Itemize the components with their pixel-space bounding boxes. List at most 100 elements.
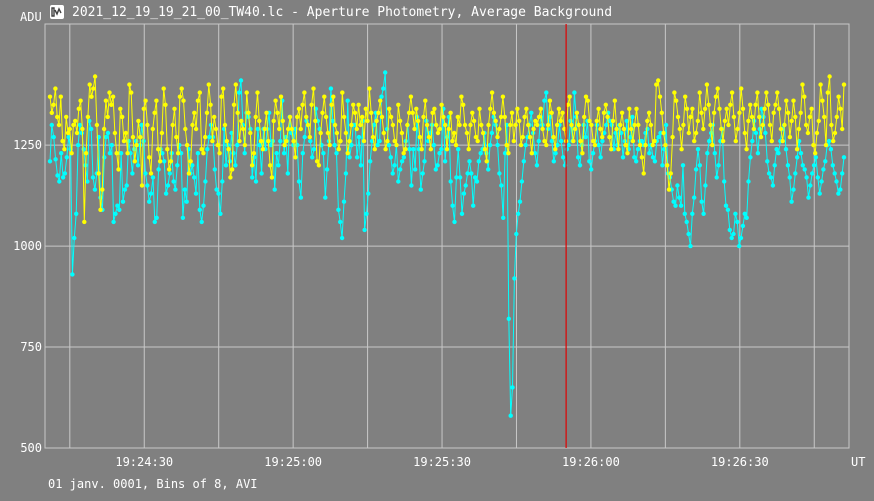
- data-point: [641, 171, 646, 176]
- data-point: [368, 159, 373, 164]
- data-point: [556, 106, 562, 112]
- data-point: [223, 163, 229, 168]
- data-point: [508, 413, 513, 418]
- data-point: [576, 122, 581, 128]
- data-point: [110, 94, 116, 99]
- data-point: [802, 94, 807, 99]
- data-point: [600, 134, 605, 140]
- data-point: [545, 122, 551, 128]
- data-point: [508, 122, 513, 128]
- data-point: [766, 102, 771, 108]
- data-point: [103, 98, 109, 103]
- data-point: [180, 215, 186, 220]
- data-point: [672, 90, 677, 95]
- data-point: [213, 126, 219, 132]
- data-point: [491, 110, 497, 116]
- data-point: [748, 155, 753, 160]
- data-point: [266, 138, 271, 144]
- x-tick-label: 19:25:30: [413, 455, 471, 469]
- data-point: [98, 207, 103, 212]
- data-point: [165, 183, 171, 188]
- window-title-bar: 2021_12_19_19_21_00_TW40.lc - Aperture P…: [50, 3, 612, 21]
- data-point: [798, 151, 804, 156]
- footer-info: 01 janv. 0001, Bins of 8, AVI: [48, 477, 258, 491]
- data-point: [64, 155, 70, 160]
- data-point: [816, 118, 821, 124]
- data-point: [729, 90, 735, 95]
- data-point: [156, 167, 161, 172]
- data-point: [783, 147, 789, 152]
- data-point: [365, 118, 370, 124]
- data-point: [603, 102, 608, 108]
- data-point: [107, 151, 113, 156]
- data-point: [349, 122, 354, 128]
- data-point: [296, 179, 302, 184]
- data-point: [800, 82, 805, 87]
- data-point: [600, 138, 605, 144]
- data-point: [421, 114, 426, 120]
- data-point: [811, 163, 817, 168]
- data-point: [504, 142, 509, 148]
- data-point: [692, 138, 697, 144]
- data-point: [56, 122, 62, 128]
- data-point: [800, 163, 805, 168]
- data-point: [823, 142, 829, 148]
- data-point: [821, 167, 826, 172]
- data-point: [614, 126, 619, 132]
- data-point: [654, 82, 659, 87]
- data-point: [403, 147, 408, 152]
- data-point: [499, 183, 504, 188]
- data-point: [210, 138, 215, 144]
- data-point: [401, 151, 406, 156]
- data-point: [526, 122, 531, 128]
- data-point: [587, 118, 592, 124]
- data-point: [560, 110, 565, 116]
- data-point: [206, 82, 211, 87]
- data-point: [437, 151, 442, 156]
- data-point: [124, 183, 129, 188]
- data-point: [148, 191, 154, 196]
- data-point: [639, 138, 644, 144]
- data-point: [789, 118, 794, 124]
- data-point: [547, 98, 553, 103]
- data-point: [657, 94, 663, 99]
- data-point: [184, 199, 189, 204]
- lightcurve-app-icon[interactable]: [50, 5, 64, 19]
- data-point: [239, 118, 244, 124]
- data-point: [364, 211, 369, 216]
- data-point: [83, 151, 89, 156]
- data-point: [215, 142, 220, 148]
- data-point: [748, 102, 753, 108]
- data-point: [85, 114, 91, 120]
- data-point: [699, 110, 704, 116]
- data-point: [813, 151, 818, 156]
- data-point: [321, 151, 326, 156]
- data-point: [242, 151, 247, 156]
- data-point: [280, 118, 285, 124]
- data-point: [810, 171, 815, 176]
- data-point: [727, 227, 732, 233]
- data-point: [699, 199, 704, 204]
- data-point: [444, 147, 450, 152]
- data-point: [147, 155, 152, 160]
- data-point: [544, 90, 549, 95]
- data-point: [379, 114, 385, 120]
- data-point: [165, 147, 170, 152]
- data-point: [630, 138, 636, 144]
- data-point: [74, 130, 80, 136]
- data-point: [57, 179, 62, 184]
- data-point: [422, 159, 427, 164]
- data-point: [80, 126, 85, 132]
- data-point: [758, 134, 764, 140]
- data-point: [430, 110, 435, 116]
- data-point: [605, 114, 610, 120]
- data-point: [502, 114, 507, 120]
- data-point: [665, 163, 670, 168]
- data-point: [834, 179, 839, 184]
- data-point: [331, 94, 336, 99]
- data-point: [575, 155, 581, 160]
- data-point: [145, 122, 150, 128]
- data-point: [302, 90, 307, 95]
- data-point: [362, 227, 367, 233]
